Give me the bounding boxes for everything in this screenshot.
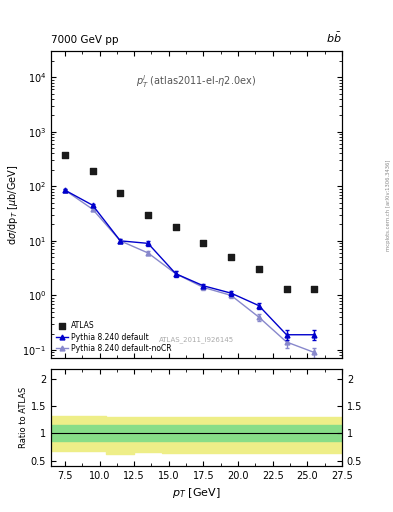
- ATLAS: [62, 151, 68, 159]
- Y-axis label: d$\sigma$/dp$_T$ [$\mu$b/GeV]: d$\sigma$/dp$_T$ [$\mu$b/GeV]: [6, 164, 20, 245]
- ATLAS: [145, 211, 151, 219]
- ATLAS: [117, 189, 123, 197]
- ATLAS: [283, 285, 290, 293]
- ATLAS: [228, 253, 234, 262]
- Text: 7000 GeV pp: 7000 GeV pp: [51, 35, 119, 45]
- Text: ATLAS_2011_I926145: ATLAS_2011_I926145: [159, 336, 234, 343]
- Legend: ATLAS, Pythia 8.240 default, Pythia 8.240 default-noCR: ATLAS, Pythia 8.240 default, Pythia 8.24…: [55, 320, 173, 355]
- Y-axis label: Ratio to ATLAS: Ratio to ATLAS: [19, 387, 28, 448]
- X-axis label: $p_T$ [GeV]: $p_T$ [GeV]: [172, 486, 221, 500]
- Text: $b\bar{b}$: $b\bar{b}$: [326, 31, 342, 45]
- ATLAS: [256, 265, 262, 273]
- ATLAS: [90, 167, 96, 175]
- ATLAS: [173, 223, 179, 231]
- Text: mcplots.cern.ch [arXiv:1306.3436]: mcplots.cern.ch [arXiv:1306.3436]: [386, 159, 391, 250]
- ATLAS: [200, 239, 207, 247]
- Text: $p_T^l$ (atlas2011-el-$\eta$2.0ex): $p_T^l$ (atlas2011-el-$\eta$2.0ex): [136, 73, 257, 90]
- ATLAS: [311, 285, 318, 293]
